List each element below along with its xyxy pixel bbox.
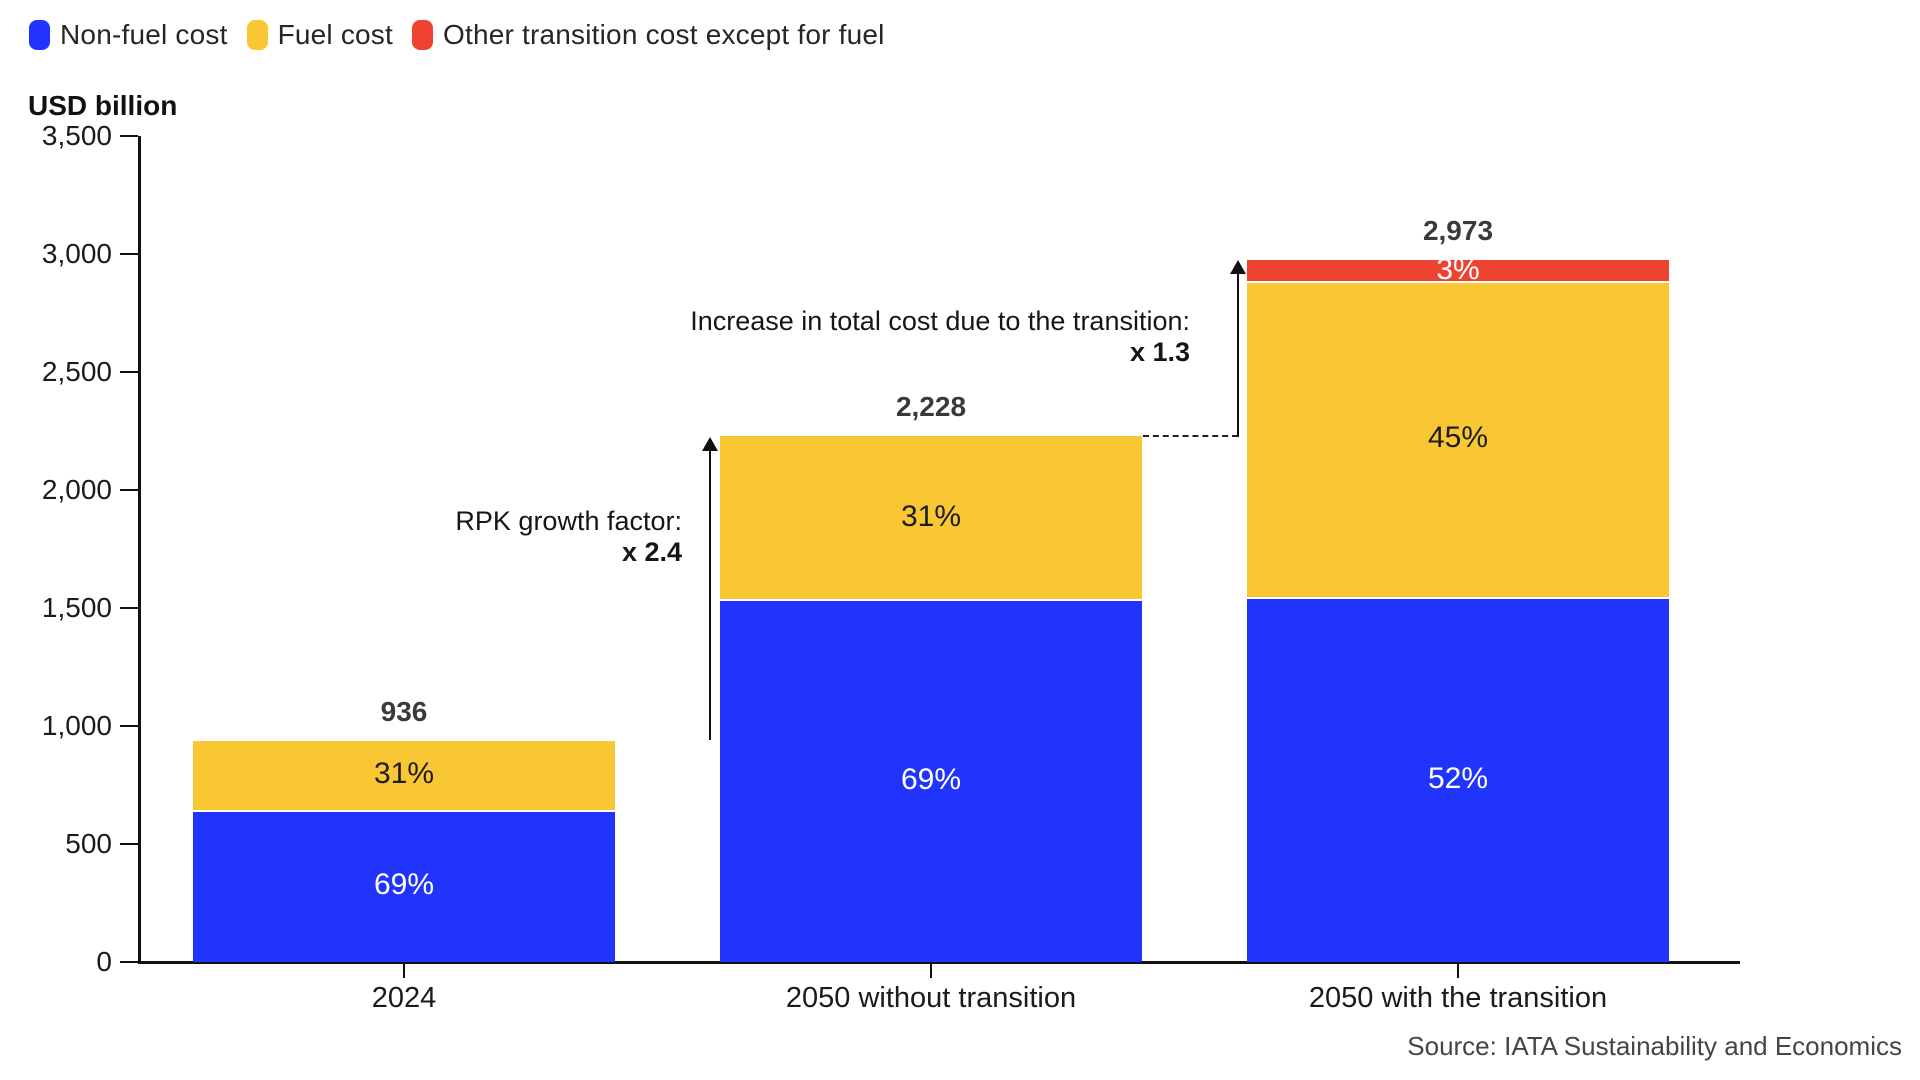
y-axis-tick — [120, 961, 138, 963]
bar-segment — [1247, 597, 1669, 962]
bar-segment — [193, 809, 615, 962]
legend-item: Non-fuel cost — [29, 19, 228, 51]
x-axis-line — [138, 961, 1740, 964]
x-axis-category-label: 2050 without transition — [785, 982, 1077, 1014]
bar-segment — [193, 741, 615, 810]
transition-cost-annotation-text: Increase in total cost due to the transi… — [690, 306, 1190, 336]
transition-arrow-head — [1230, 260, 1246, 274]
legend-item: Fuel cost — [246, 19, 393, 51]
bar-segment — [1247, 260, 1669, 282]
x-axis-category-label: 2050 with the transition — [1308, 982, 1608, 1014]
legend-item-label: Non-fuel cost — [60, 19, 228, 50]
segment-percent-label: 31% — [900, 499, 962, 533]
legend: Non-fuel cost Fuel cost Other transition c… — [29, 19, 885, 51]
y-axis-tick — [120, 607, 138, 609]
segment-percent-label: 31% — [373, 757, 435, 791]
segment-percent-label: 52% — [1427, 761, 1489, 795]
y-axis-tick — [120, 843, 138, 845]
rpk-growth-annotation: RPK growth factor: x 2.4 — [455, 506, 682, 568]
segment-percent-label: 69% — [373, 867, 435, 901]
y-axis-tick-label: 500 — [65, 828, 112, 859]
bar-total-label: 2,973 — [1422, 215, 1494, 247]
legend-swatch-icon — [246, 20, 268, 50]
y-axis-tick — [120, 725, 138, 727]
y-axis-tick-label: 2,500 — [41, 356, 112, 387]
legend-item-label: Other transition cost except for fuel — [442, 19, 885, 50]
y-axis-tick-label: 1,500 — [41, 592, 112, 623]
legend-swatch-icon — [29, 20, 50, 50]
legend-item: Other transition cost except for fuel — [411, 19, 885, 51]
y-axis-tick-label: 3,000 — [41, 238, 112, 269]
x-axis-tick — [1457, 964, 1459, 978]
segment-percent-label: 69% — [900, 762, 962, 796]
y-axis-tick — [120, 489, 138, 491]
y-axis-tick-label: 1,000 — [41, 710, 112, 741]
transition-cost-factor-value: x 1.3 — [1129, 337, 1190, 367]
segment-percent-label: 45% — [1427, 421, 1489, 455]
transition-arrow-line — [1237, 272, 1239, 437]
bar-total-label: 2,228 — [895, 391, 967, 423]
bar-segment — [720, 599, 1142, 962]
y-axis-tick-label: 2,000 — [41, 474, 112, 505]
rpk-growth-annotation-text: RPK growth factor: — [455, 506, 682, 536]
transition-cost-annotation: Increase in total cost due to the transi… — [690, 306, 1190, 368]
bar-segment — [720, 436, 1142, 600]
legend-item-label: Fuel cost — [277, 19, 393, 50]
rpk-growth-factor-value: x 2.4 — [621, 537, 682, 567]
transition-dashed-connector — [1143, 435, 1238, 437]
x-axis-category-label: 2024 — [371, 982, 437, 1014]
bar-total-label: 936 — [380, 696, 428, 728]
rpk-growth-arrow-line — [709, 449, 711, 740]
y-axis-tick-label: 3,500 — [41, 120, 112, 151]
x-axis-tick — [403, 964, 405, 978]
rpk-growth-arrow-head — [702, 437, 718, 451]
y-axis-tick-label: 0 — [96, 946, 112, 977]
y-axis-title: USD billion — [28, 90, 178, 121]
legend-swatch-icon — [411, 20, 433, 50]
y-axis-line — [138, 136, 141, 964]
bar-segment — [1247, 281, 1669, 598]
y-axis-tick — [120, 135, 138, 137]
y-axis-tick — [120, 371, 138, 373]
x-axis-tick — [930, 964, 932, 978]
y-axis-tick — [120, 253, 138, 255]
segment-percent-label: 3% — [1436, 252, 1480, 286]
source-credit: Source: IATA Sustainability and Economic… — [1407, 1031, 1902, 1061]
